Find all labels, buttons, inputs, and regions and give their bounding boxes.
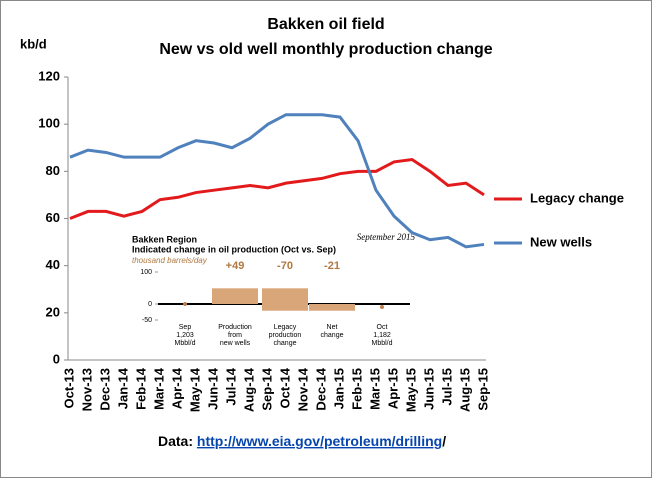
inset-tick-label: 100 [140,269,152,276]
y-tick-label: 20 [46,304,60,319]
x-tick-label: Nov-14 [295,367,310,411]
inset-title: Bakken Region [132,234,197,244]
inset-bar [262,288,308,311]
x-tick-label: Aug-15 [457,368,472,412]
inset-category-label: from [228,332,242,339]
x-tick-label: Jan-15 [331,368,346,409]
inset-category-label: production [269,332,302,339]
inset-unit: thousand barrels/day [132,256,208,265]
inset-category-label: 1,203 [176,332,194,339]
x-tick-label: Aug-14 [241,367,256,412]
y-tick-label: 40 [46,257,60,272]
y-tick-label: 120 [38,68,60,83]
inset-category-label: Mbbl/d [174,340,195,347]
y-axis-label: kb/d [20,36,47,51]
x-tick-label: May-14 [187,367,202,412]
inset-category-label: change [274,340,297,347]
x-tick-label: Feb-14 [133,367,148,410]
series-line [69,113,485,249]
legend-label: Legacy change [530,190,624,205]
inset-dot [380,305,384,309]
inset-category-label: Net [327,324,338,331]
x-tick-label: Apr-14 [169,367,184,409]
x-tick-label: May-15 [403,368,418,412]
inset-date: September 2015 [357,232,416,242]
inset-category-label: change [321,332,344,339]
inset-category-label: 1,182 [373,332,391,339]
x-tick-label: Dec-14 [313,367,328,410]
x-tick-label: Feb-15 [349,368,364,410]
inset-category-label: new wells [220,340,251,347]
x-tick-label: Sep-15 [475,368,490,411]
series-line [69,157,485,220]
inset-bar [309,304,355,311]
inset-dot [183,302,187,306]
source-label: Data [158,433,189,449]
inset-category-label: Production [218,324,252,331]
source: Data: http://www.eia.gov/petroleum/drill… [158,433,446,449]
x-tick-label: Jan-14 [115,367,130,409]
inset-category-label: Sep [179,324,192,331]
inset-value-label: -21 [324,260,340,272]
x-tick-label: Jun-14 [205,367,220,410]
inset-category-label: Oct [377,324,388,331]
x-tick-label: Sep-14 [259,367,274,410]
inset-category-label: Mbbl/d [371,340,392,347]
x-tick-label: Apr-15 [385,368,400,409]
x-tick-label: Jun-15 [421,368,436,410]
inset-subtitle: Indicated change in oil production (Oct … [132,244,336,254]
source-sep: : [188,433,193,449]
x-tick-label: Oct-14 [277,367,292,408]
x-tick-label: Jul-15 [439,368,454,406]
y-tick-label: 60 [46,210,60,225]
inset-bar [212,288,258,304]
x-tick-label: Mar-15 [367,368,382,410]
inset-chart: Bakken Region Indicated change in oil pr… [118,232,420,347]
inset-tick-label: 0 [148,301,152,308]
x-tick-label: Jul-14 [223,367,238,405]
inset-category-label: Legacy [274,324,297,331]
source-suffix: / [442,433,446,449]
chart-subtitle: New vs old well monthly production chang… [159,41,492,58]
x-tick-label: Oct-13 [61,368,76,408]
inset-value-label: -70 [277,260,293,272]
chart-title: Bakken oil field [267,16,384,33]
source-link[interactable]: http://www.eia.gov/petroleum/drilling [197,433,442,449]
inset-tick-label: -50 [142,317,152,324]
x-tick-label: Nov-13 [79,368,94,411]
x-tick-label: Dec-13 [97,368,112,411]
y-tick-label: 0 [53,351,60,366]
y-tick-label: 80 [46,163,60,178]
y-tick-label: 100 [38,116,60,131]
inset-value-label: +49 [226,260,245,272]
x-tick-label: Mar-14 [151,367,166,410]
legend-label: New wells [530,234,592,249]
